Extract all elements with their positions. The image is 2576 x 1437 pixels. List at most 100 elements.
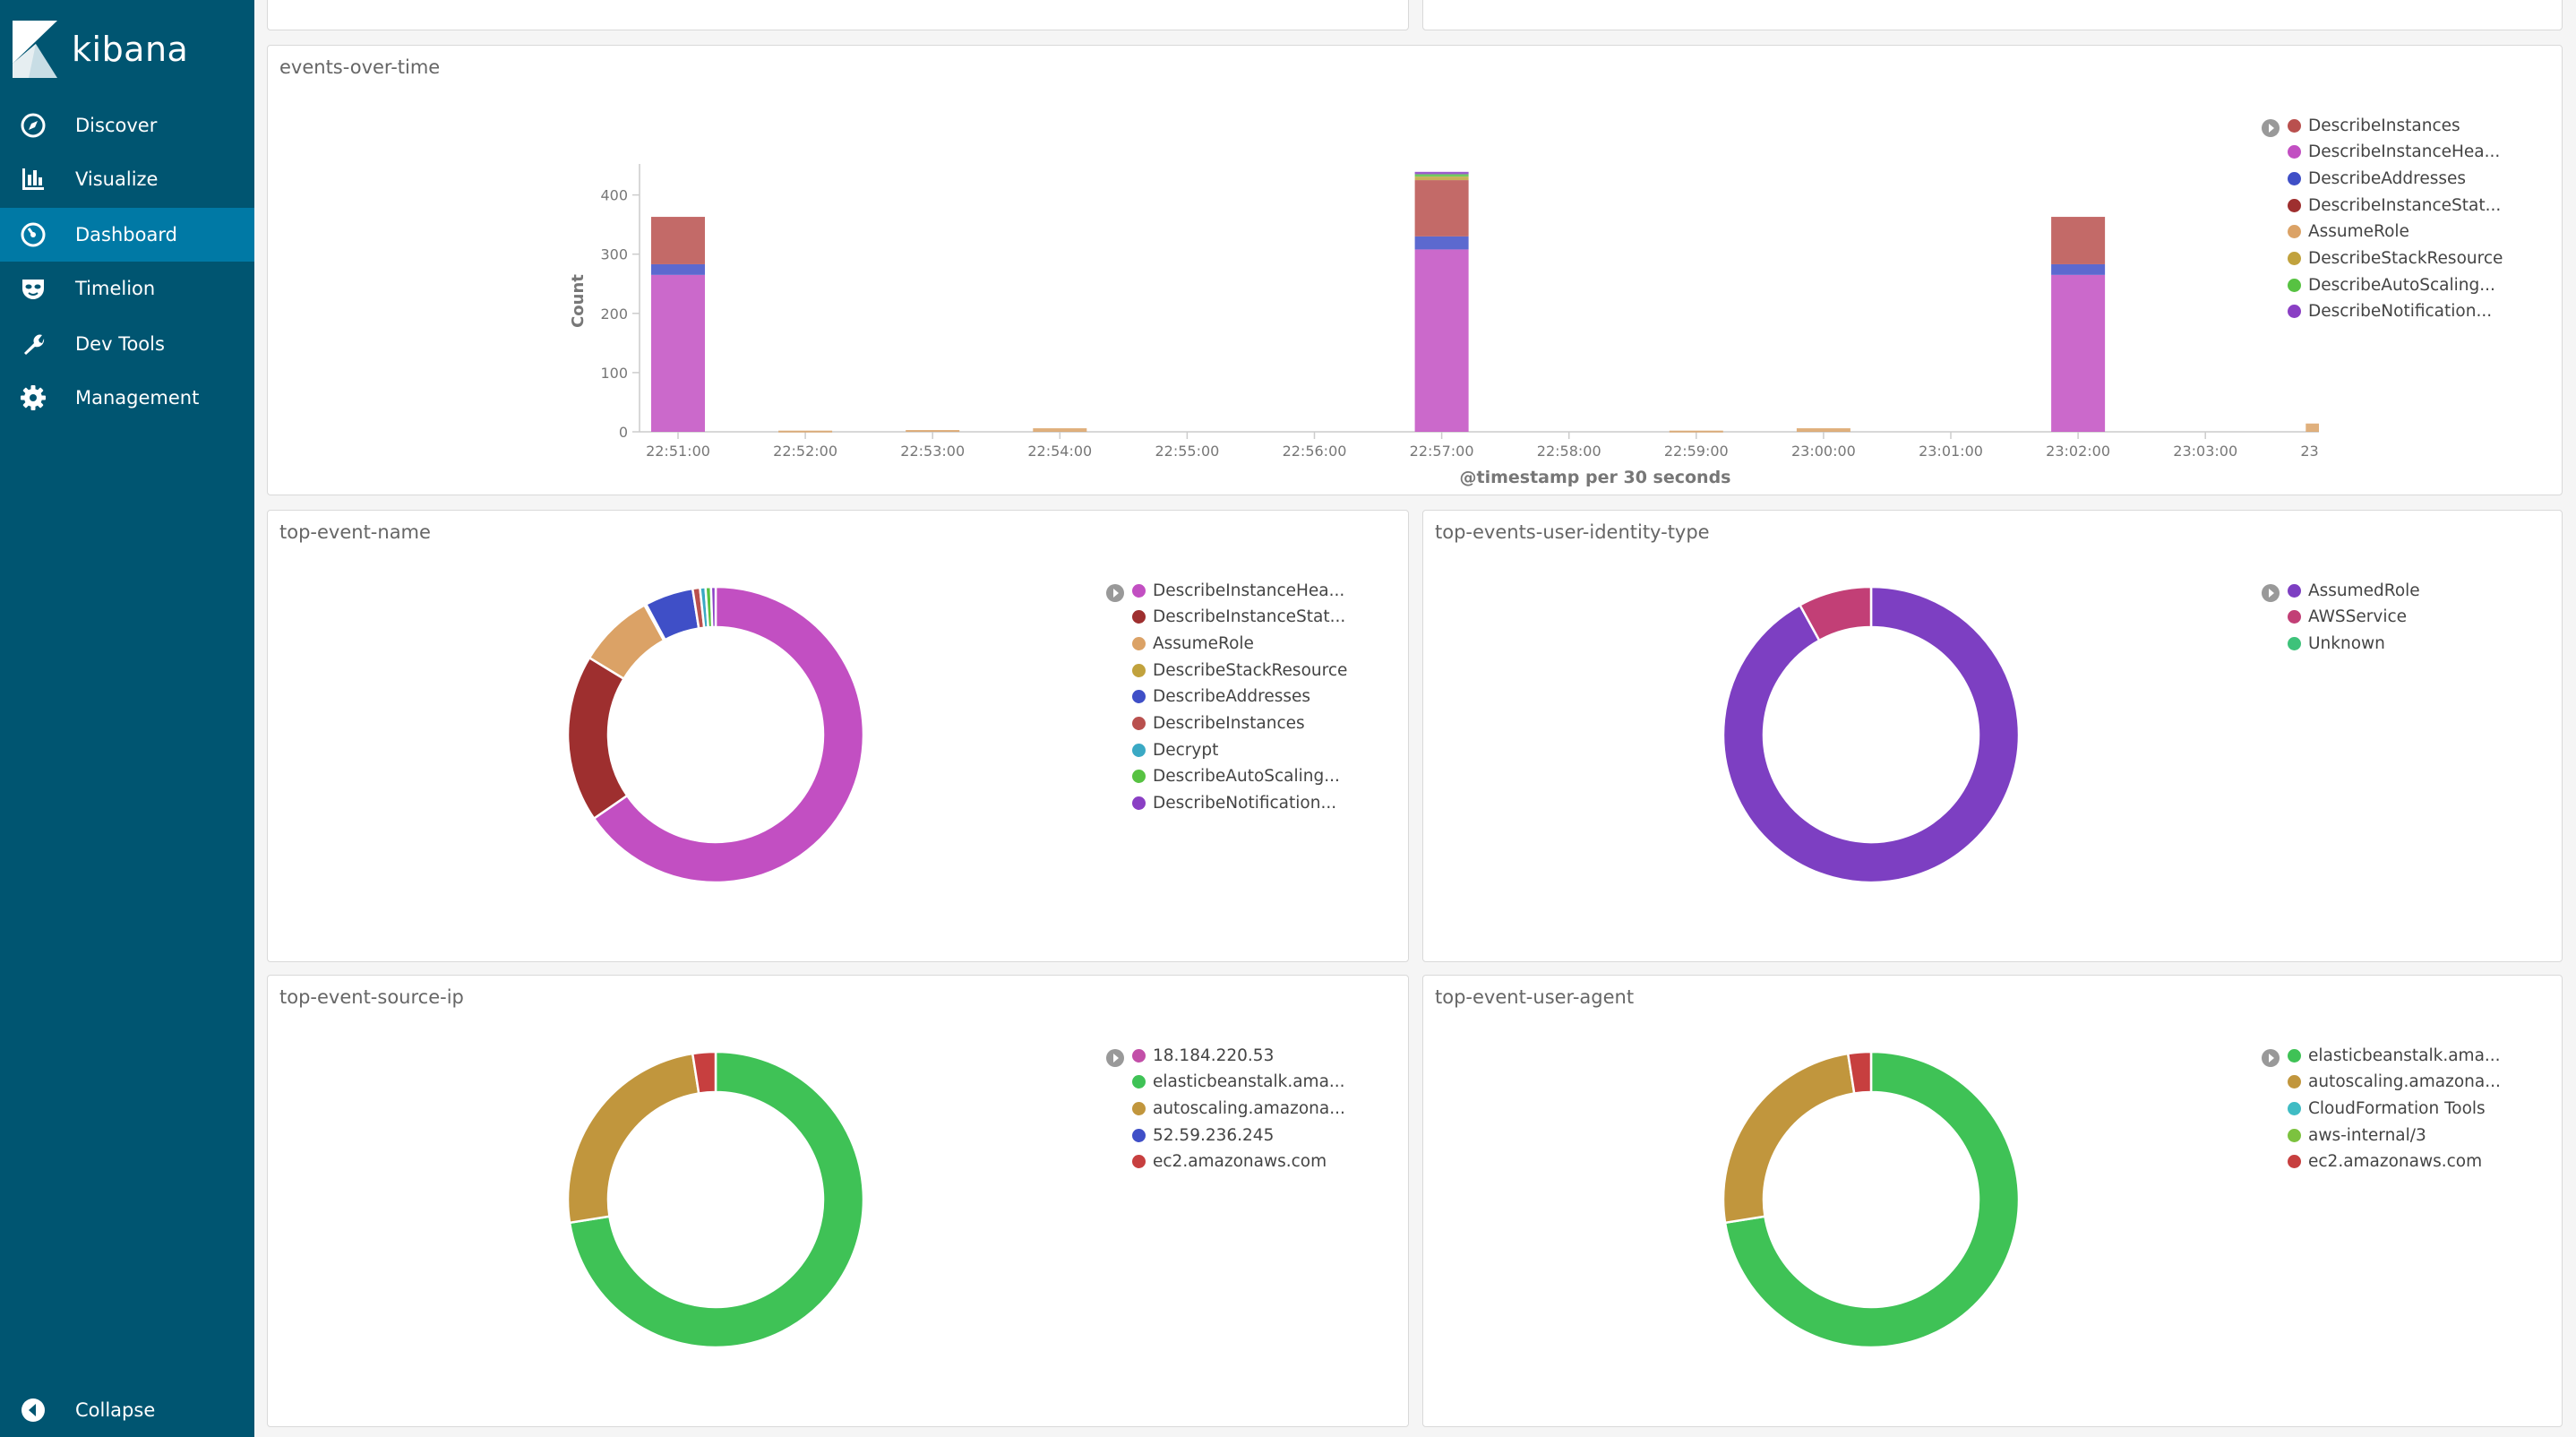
legend-item[interactable]: AssumeRole — [2288, 220, 2409, 244]
legend-color-swatch — [1132, 690, 1146, 704]
legend-label: autoscaling.amazona... — [1153, 1098, 1345, 1118]
x-tick-label: 23:03:00 — [2173, 443, 2237, 460]
bar-segment-assumerole[interactable] — [1033, 428, 1087, 432]
legend-label: ec2.amazonaws.com — [2308, 1152, 2483, 1172]
legend-item[interactable]: Unknown — [2288, 632, 2385, 655]
donut-slice-assumedrole[interactable] — [1722, 585, 2021, 884]
legend-item[interactable]: elasticbeanstalk.ama... — [1132, 1071, 1345, 1094]
bar-segment-describeinstancehea[interactable] — [651, 274, 705, 432]
donut-slice-elasticbeanstalk-ama[interactable] — [568, 1050, 865, 1349]
nav-item-management[interactable]: Management — [0, 371, 254, 425]
bar-segment-describeinstances[interactable] — [651, 217, 705, 264]
legend-color-swatch — [2288, 636, 2301, 650]
donut-slice-ec2-amazonaws-com[interactable] — [691, 1050, 717, 1095]
legend-label: autoscaling.amazona... — [2308, 1072, 2501, 1092]
panel-title: top-event-source-ip — [279, 986, 464, 1008]
y-tick-label: 100 — [600, 365, 628, 382]
legend-toggle-icon[interactable] — [2262, 1049, 2280, 1067]
bar-segment-describeaddresses[interactable] — [1414, 236, 1469, 250]
legend-toggle-icon[interactable] — [2262, 119, 2280, 137]
legend-item[interactable]: DescribeInstances — [2288, 114, 2460, 137]
y-tick-label: 400 — [600, 187, 628, 204]
donut-slice-autoscaling-amazona[interactable] — [1722, 1052, 1856, 1225]
legend-item[interactable]: ec2.amazonaws.com — [1132, 1150, 1327, 1174]
legend-item[interactable]: DescribeAddresses — [1132, 685, 1310, 709]
legend-item[interactable]: DescribeNotification... — [1132, 792, 1336, 815]
legend-item[interactable]: DescribeInstanceHea... — [1132, 579, 1344, 602]
legend-item[interactable]: DescribeStackResource — [2288, 247, 2503, 271]
legend-label: DescribeAutoScaling... — [2308, 275, 2495, 295]
legend-item[interactable]: DescribeInstanceHea... — [2288, 141, 2500, 164]
donut-slice-describenotification[interactable] — [709, 585, 717, 629]
legend-item[interactable]: autoscaling.amazona... — [2288, 1071, 2501, 1094]
nav-label: Timelion — [75, 278, 156, 299]
collapse-button[interactable]: Collapse — [0, 1383, 254, 1437]
x-tick-label: 22:56:00 — [1283, 443, 1347, 460]
top-event-source-ip-donut-chart — [566, 1050, 865, 1349]
nav-item-timelion[interactable]: Timelion — [0, 262, 254, 315]
legend-color-swatch — [2288, 1101, 2301, 1115]
legend-item[interactable]: DescribeStackResource — [1132, 658, 1347, 682]
donut-slice-describeinstancehea[interactable] — [592, 585, 865, 884]
legend-item[interactable]: 52.59.236.245 — [1132, 1123, 1274, 1147]
nav-item-dashboard[interactable]: Dashboard — [0, 208, 254, 262]
legend-label: CloudFormation Tools — [2308, 1098, 2486, 1118]
legend-color-swatch — [2288, 252, 2301, 265]
legend-item[interactable]: Decrypt — [1132, 738, 1218, 762]
legend-toggle-icon[interactable] — [2262, 584, 2280, 602]
bar-segment-describenotification[interactable] — [1414, 171, 1469, 175]
legend-color-swatch — [2288, 1075, 2301, 1089]
bar-segment-describeautoscaling[interactable] — [1414, 174, 1469, 177]
legend-item[interactable]: CloudFormation Tools — [2288, 1097, 2486, 1120]
legend-item[interactable]: DescribeAddresses — [2288, 167, 2466, 190]
donut-slice-autoscaling-amazona[interactable] — [566, 1052, 700, 1225]
bar-segment-describeinstances[interactable] — [1414, 180, 1469, 237]
legend-item[interactable]: DescribeAutoScaling... — [2288, 273, 2495, 297]
legend-toggle-icon[interactable] — [1106, 584, 1124, 602]
legend-item[interactable]: AWSService — [2288, 606, 2407, 629]
legend-label: DescribeStackResource — [2308, 249, 2503, 268]
bar-segment-describeinstancehea[interactable] — [1414, 249, 1469, 432]
nav-item-dev-tools[interactable]: Dev Tools — [0, 317, 254, 371]
donut-slice-describeinstancestat[interactable] — [566, 656, 629, 821]
legend-label: DescribeInstanceStat... — [2308, 195, 2502, 215]
x-tick-label: 22:59:00 — [1664, 443, 1729, 460]
legend-item[interactable]: DescribeAutoScaling... — [1132, 765, 1340, 788]
donut-slice-elasticbeanstalk-ama[interactable] — [1723, 1050, 2021, 1349]
legend-item[interactable]: DescribeNotification... — [2288, 300, 2492, 323]
panel-title: top-event-user-agent — [1435, 986, 1635, 1008]
legend-item[interactable]: DescribeInstanceStat... — [1132, 606, 1345, 629]
legend-label: Decrypt — [1153, 740, 1219, 760]
legend-item[interactable]: DescribeInstances — [1132, 712, 1305, 736]
bar-segment-describeinstancehea[interactable] — [2051, 274, 2106, 432]
bar-segment-describeaddresses[interactable] — [651, 263, 705, 275]
legend-item[interactable]: DescribeInstanceStat... — [2288, 194, 2501, 217]
legend-item[interactable]: autoscaling.amazona... — [1132, 1097, 1345, 1120]
legend-item[interactable]: aws-internal/3 — [2288, 1123, 2426, 1147]
legend-toggle-icon[interactable] — [1106, 1049, 1124, 1067]
sidebar: kibana Discover Visualize Dashboard Time… — [0, 0, 254, 1437]
bar-segment-describeaddresses[interactable] — [2051, 263, 2106, 275]
bar-segment-assumerole[interactable] — [778, 430, 833, 433]
legend-color-swatch — [2288, 171, 2301, 185]
bar-segment-assumerole[interactable] — [2306, 423, 2319, 432]
nav-item-discover[interactable]: Discover — [0, 99, 254, 152]
bar-segment-assumerole[interactable] — [1796, 428, 1850, 432]
kibana-brand[interactable]: kibana — [11, 18, 188, 81]
donut-slice-ec2-amazonaws-com[interactable] — [1846, 1050, 1873, 1095]
legend-color-swatch — [1132, 610, 1146, 624]
legend-item[interactable]: 18.184.220.53 — [1132, 1044, 1274, 1067]
bar-segment-describeinstances[interactable] — [2051, 217, 2106, 264]
legend-color-swatch — [1132, 663, 1146, 677]
legend-color-swatch — [2288, 145, 2301, 159]
nav-item-visualize[interactable]: Visualize — [0, 152, 254, 206]
bar-segment-describestackresource[interactable] — [1414, 176, 1469, 181]
legend-item[interactable]: elasticbeanstalk.ama... — [2288, 1044, 2501, 1067]
bar-segment-assumerole[interactable] — [906, 430, 960, 433]
legend-item[interactable]: AssumedRole — [2288, 579, 2420, 602]
donut-slice-awsservice[interactable] — [1798, 585, 1873, 642]
legend-item[interactable]: AssumeRole — [1132, 632, 1254, 655]
bar-segment-assumerole[interactable] — [1669, 430, 1723, 433]
legend-item[interactable]: ec2.amazonaws.com — [2288, 1150, 2482, 1174]
y-tick-label: 200 — [600, 305, 628, 323]
